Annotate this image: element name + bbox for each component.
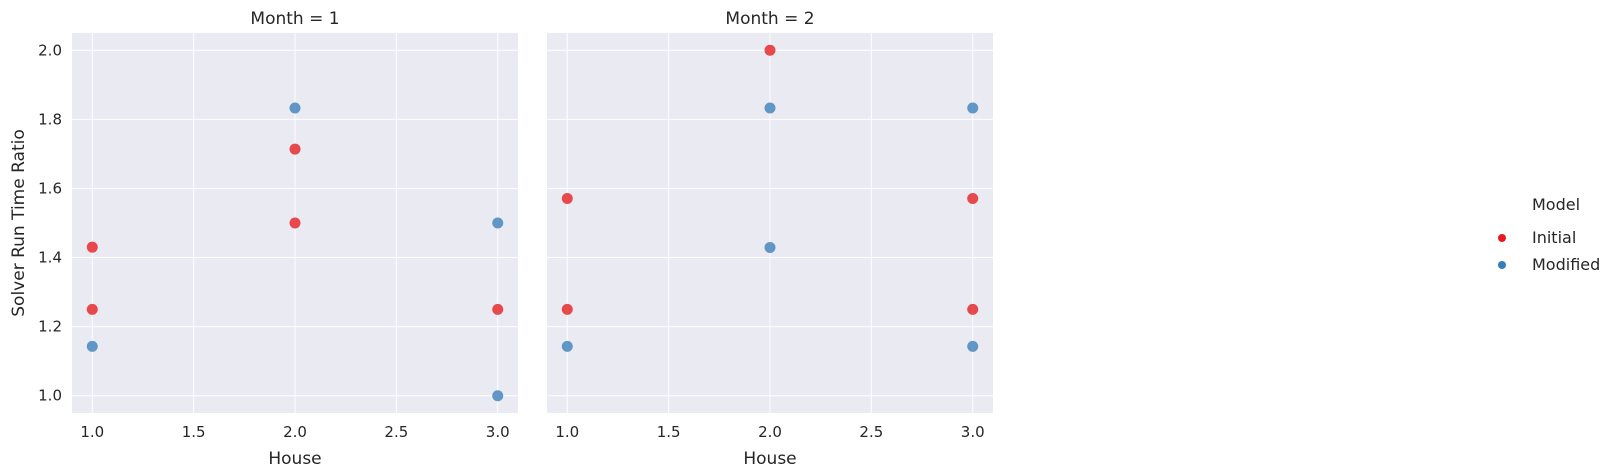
legend-marker-initial <box>1498 234 1506 242</box>
legend-label-initial: Initial <box>1532 228 1576 247</box>
y-tick-label: 1.6 <box>38 179 62 197</box>
data-point-initial <box>561 192 573 204</box>
data-point-initial <box>492 303 504 315</box>
legend-title: Model <box>1532 195 1580 214</box>
x-tick-label: 1.5 <box>657 423 681 441</box>
x-tick-label: 2.0 <box>283 423 307 441</box>
data-point-initial <box>561 303 573 315</box>
data-point-modified <box>967 102 979 114</box>
x-axis-label: House <box>743 449 796 469</box>
x-tick-label: 1.0 <box>555 423 579 441</box>
data-point-modified <box>764 242 776 254</box>
y-tick-label: 1.8 <box>38 110 62 128</box>
data-point-modified <box>492 390 504 402</box>
legend-marker-modified <box>1498 261 1506 269</box>
x-tick-label: 2.5 <box>859 423 883 441</box>
y-tick-label: 1.4 <box>38 249 62 267</box>
data-point-initial <box>86 303 98 315</box>
x-axis-label: House <box>268 449 321 469</box>
x-tick-label: 3.0 <box>486 423 510 441</box>
y-tick-label: 2.0 <box>38 41 62 59</box>
facet-title: Month = 2 <box>725 9 814 29</box>
y-tick-label: 1.2 <box>38 318 62 336</box>
data-point-initial <box>86 241 98 253</box>
data-point-modified <box>764 102 776 114</box>
x-tick-label: 1.0 <box>80 423 104 441</box>
data-point-initial <box>967 192 979 204</box>
data-point-initial <box>967 303 979 315</box>
facet-title: Month = 1 <box>250 9 339 29</box>
facet-panel-1: 1.0 1.5 2.0 2.5 3.0 1.0 1.2 1.4 1.6 1.8 2.0 Month =… <box>9 9 518 469</box>
facet-panels: 1.0 1.5 2.0 2.5 3.0 1.0 1.2 1.4 1.6 1.8 2.0 Month =… <box>9 9 993 469</box>
y-tick-label: 1.0 <box>38 387 62 405</box>
x-tick-label: 2.5 <box>384 423 408 441</box>
data-point-modified <box>967 340 979 352</box>
data-point-initial <box>289 143 301 155</box>
y-axis-label: Solver Run Time Ratio <box>9 129 29 316</box>
data-point-initial <box>289 217 301 229</box>
x-tick-label: 3.0 <box>961 423 985 441</box>
data-point-modified <box>492 217 504 229</box>
facet-panel-2: 1.0 1.5 2.0 2.5 3.0 Month = 2 House <box>547 9 993 469</box>
legend: Model Initial Modified <box>1498 195 1600 274</box>
data-point-modified <box>561 340 573 352</box>
legend-label-modified: Modified <box>1532 255 1600 274</box>
x-tick-label: 2.0 <box>758 423 782 441</box>
data-point-modified <box>289 102 301 114</box>
data-point-initial <box>764 44 776 56</box>
x-tick-label: 1.5 <box>182 423 206 441</box>
data-point-modified <box>86 340 98 352</box>
